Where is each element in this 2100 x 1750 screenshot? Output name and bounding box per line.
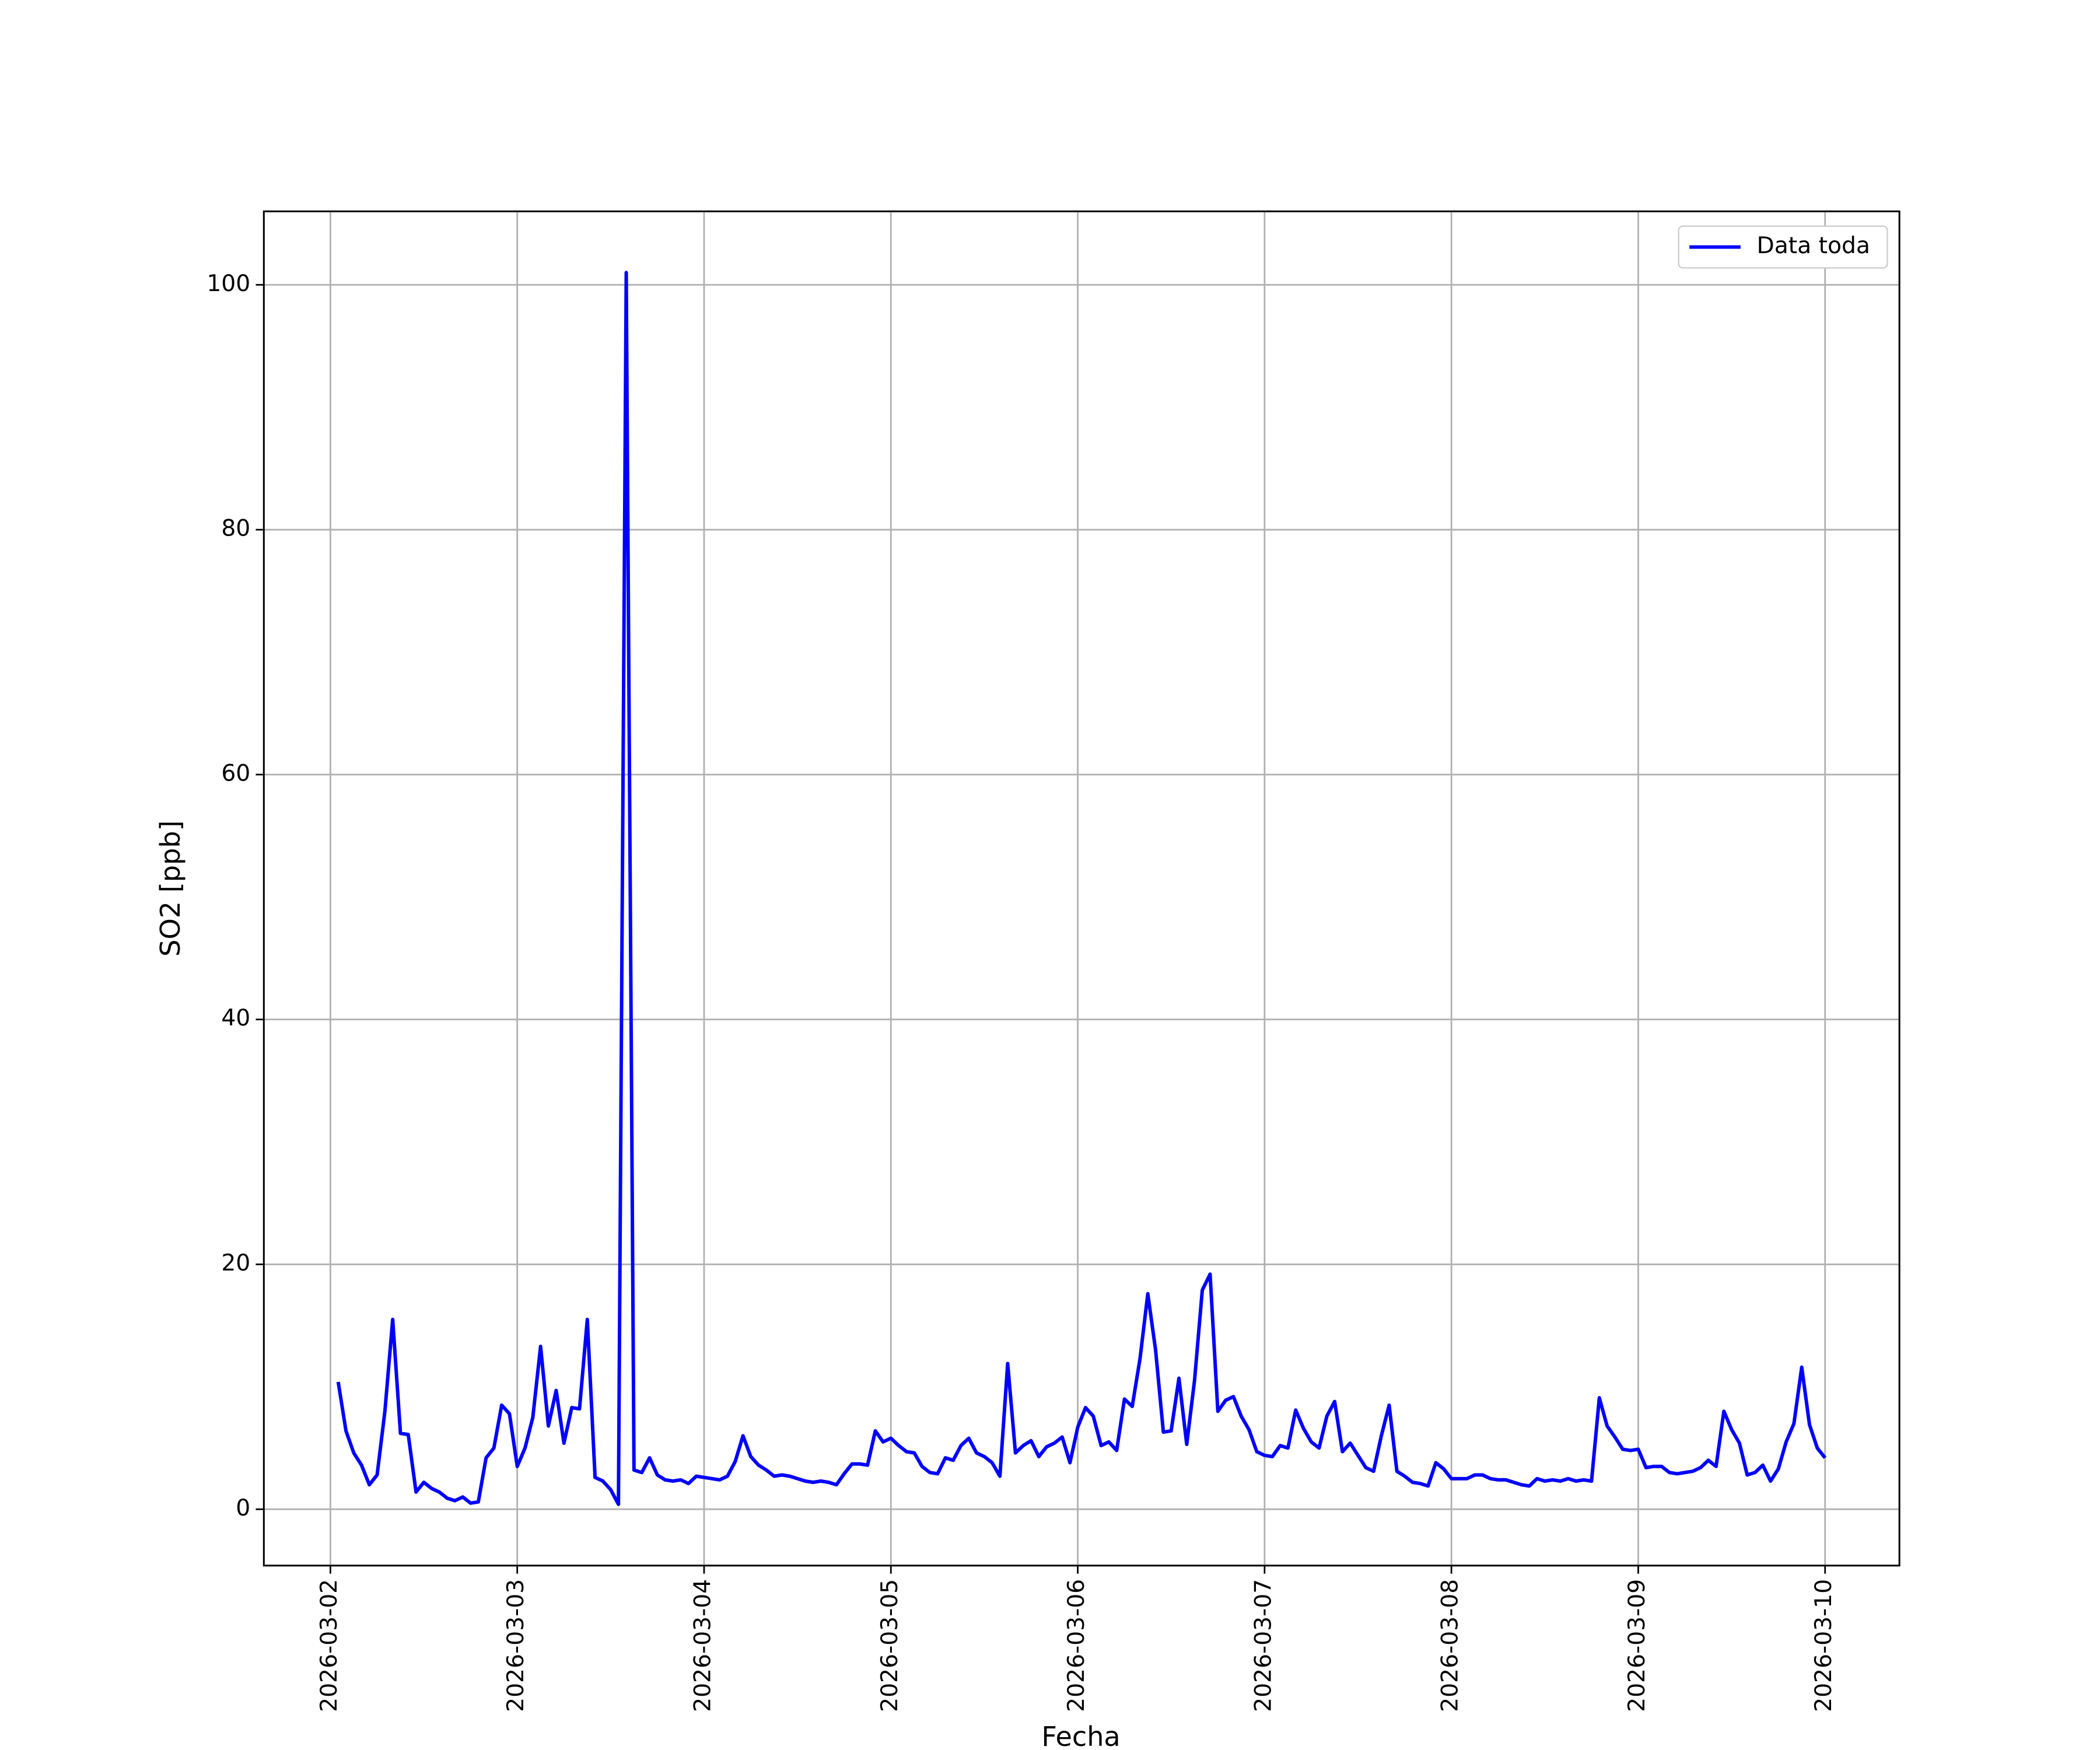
legend-label: Data toda <box>1757 233 1870 259</box>
y-tick-label: 60 <box>221 760 250 786</box>
x-axis-label: Fecha <box>1041 1721 1120 1750</box>
y-tick-label: 100 <box>206 271 250 297</box>
y-tick-label: 0 <box>236 1495 250 1521</box>
x-tick-label: 2026-03-03 <box>503 1579 529 1712</box>
x-tick-label: 2026-03-10 <box>1811 1579 1837 1712</box>
y-tick-label: 40 <box>221 1005 250 1031</box>
legend-box <box>1678 225 1888 269</box>
x-tick-label: 2026-03-02 <box>316 1579 342 1712</box>
axes-frame <box>262 210 1901 1567</box>
y-tick-label: 20 <box>221 1250 250 1276</box>
x-tick-label: 2026-03-06 <box>1063 1579 1090 1712</box>
x-tick-label: 2026-03-08 <box>1437 1579 1464 1712</box>
y-tick-label: 80 <box>221 516 250 542</box>
y-axis-label: SO2 [ppb] <box>155 820 186 957</box>
data-line <box>336 271 1827 1506</box>
x-tick-label: 2026-03-04 <box>690 1579 716 1712</box>
x-tick-label: 2026-03-05 <box>877 1579 903 1712</box>
x-tick-label: 2026-03-07 <box>1250 1579 1276 1712</box>
x-tick-label: 2026-03-09 <box>1624 1579 1650 1712</box>
